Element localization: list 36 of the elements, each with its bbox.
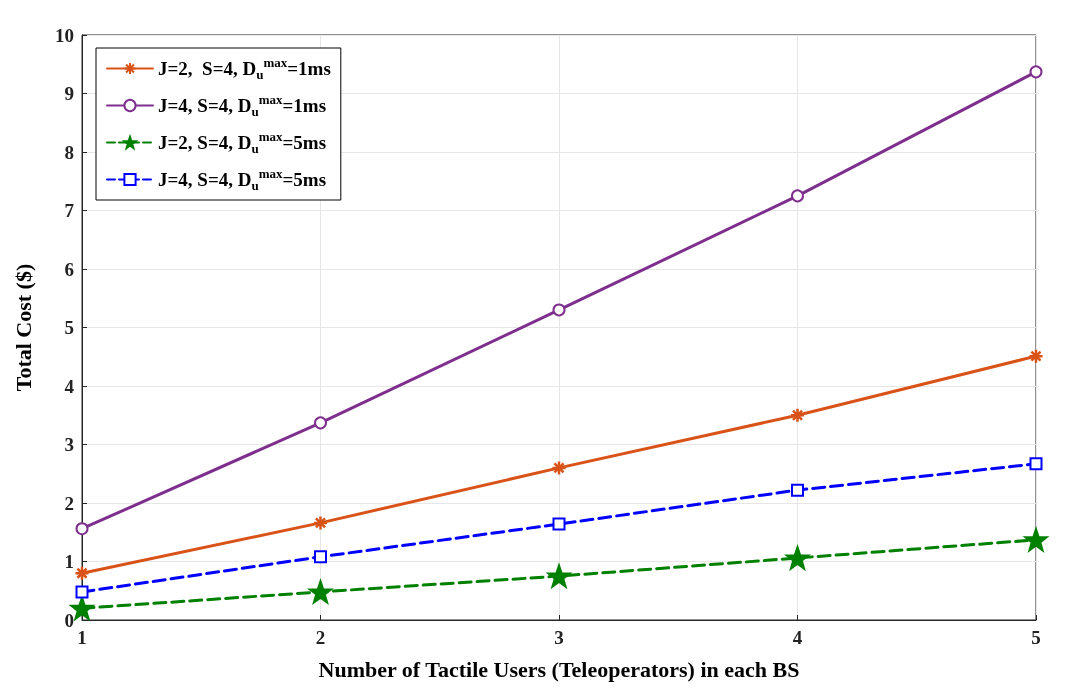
point xyxy=(552,517,566,531)
x-tick-label: 3 xyxy=(554,627,564,648)
y-tick-label: 6 xyxy=(64,258,74,280)
point xyxy=(789,407,806,423)
y-tick-label: 1 xyxy=(64,551,74,572)
x-tick-label: 2 xyxy=(315,627,326,648)
point xyxy=(1022,526,1050,553)
point xyxy=(791,483,804,497)
point xyxy=(551,460,567,476)
point xyxy=(312,515,329,531)
y-tick-label: 5 xyxy=(64,317,74,338)
point xyxy=(1029,65,1043,79)
point xyxy=(75,585,89,599)
y-tick-label: 2 xyxy=(64,492,74,514)
y-axis-title: Total Cost ($) xyxy=(10,263,36,392)
point xyxy=(314,416,327,430)
x-tick-label: 4 xyxy=(792,627,803,648)
point xyxy=(1028,348,1044,364)
y-tick-label: 10 xyxy=(55,24,74,46)
point xyxy=(545,562,573,590)
y-tick-label: 8 xyxy=(64,141,74,163)
y-tick-label: 9 xyxy=(64,83,74,104)
point xyxy=(784,544,811,572)
y-tick-label: 0 xyxy=(64,609,74,631)
y-tick-label: 3 xyxy=(64,434,74,455)
point xyxy=(552,303,566,317)
y-tick-label: 4 xyxy=(64,375,75,397)
point xyxy=(74,565,90,581)
point xyxy=(1029,457,1043,471)
x-tick-label: 5 xyxy=(1031,627,1041,648)
point xyxy=(307,578,334,605)
point xyxy=(314,550,327,564)
point xyxy=(791,189,804,203)
x-axis-title: Number of Tactile Users (Teleoperators) in each BS xyxy=(318,656,800,682)
point xyxy=(75,522,89,536)
y-tick-label: 7 xyxy=(64,200,75,221)
